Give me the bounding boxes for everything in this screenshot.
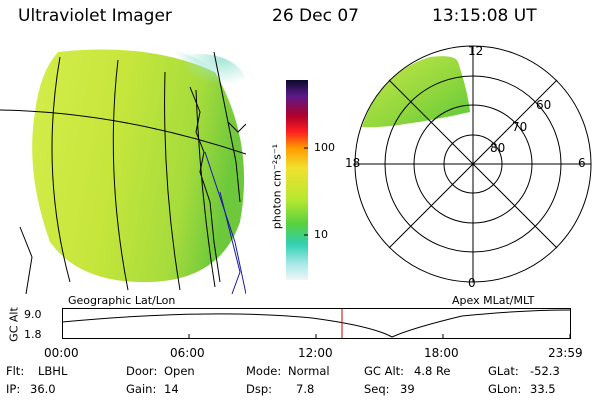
- auroral-region: [362, 56, 470, 128]
- mlt-label-12: 12: [468, 44, 484, 58]
- glon-label: GLon:: [488, 382, 522, 396]
- altitude-ylabel: GC Alt: [7, 307, 21, 342]
- date-label: 26 Dec 07: [272, 6, 359, 26]
- gcalt-value: 4.8 Re: [414, 364, 451, 378]
- flt-value: LBHL: [38, 364, 68, 378]
- mode-value: Normal: [288, 364, 330, 378]
- altitude-xtick-0000: 00:00: [44, 346, 79, 360]
- mlat-label-80: 80: [490, 141, 506, 155]
- altitude-plot: [62, 308, 571, 339]
- geographic-panel-label: Geographic Lat/Lon: [68, 294, 176, 307]
- altitude-xtick-2359: 23:59: [548, 346, 583, 360]
- mlt-label-0: 0: [468, 276, 476, 290]
- time-label: 13:15:08 UT: [432, 6, 537, 26]
- colorbar: [286, 80, 308, 280]
- ip-label: IP:: [6, 382, 21, 396]
- altitude-ytick-9: 9.0: [24, 308, 42, 321]
- colorbar-tick-10: 10: [314, 228, 328, 241]
- altitude-xtick-1200: 12:00: [298, 346, 333, 360]
- instrument-title: Ultraviolet Imager: [18, 6, 172, 26]
- glon-value: 33.5: [530, 382, 556, 396]
- altitude-xtick-0600: 06:00: [170, 346, 205, 360]
- altitude-ytick-1-8: 1.8: [24, 328, 42, 341]
- colorbar-unit-label: photon cm⁻²s⁻¹: [270, 143, 284, 230]
- door-value: Open: [164, 364, 195, 378]
- polar-plot: [354, 45, 592, 283]
- door-label: Door:: [126, 364, 158, 378]
- glat-label: GLat:: [488, 364, 519, 378]
- gain-value: 14: [164, 382, 179, 396]
- mlt-label-6: 6: [578, 156, 586, 170]
- seq-label: Seq:: [364, 382, 390, 396]
- mlt-label-18: 18: [345, 156, 361, 170]
- altitude-xtick-1800: 18:00: [424, 346, 459, 360]
- ip-value: 36.0: [30, 382, 56, 396]
- mlat-label-70: 70: [512, 120, 528, 134]
- gcalt-label: GC Alt:: [364, 364, 405, 378]
- colorbar-tick-100: 100: [314, 141, 335, 154]
- flt-label: Flt:: [6, 364, 25, 378]
- mlat-label-60: 60: [536, 98, 552, 112]
- geographic-image: [0, 46, 246, 294]
- seq-value: 39: [400, 382, 415, 396]
- dsp-label: Dsp:: [246, 382, 273, 396]
- polar-panel-label: Apex MLat/MLT: [452, 294, 535, 307]
- dsp-value: 7.8: [296, 382, 315, 396]
- mode-label: Mode:: [246, 364, 282, 378]
- glat-value: -52.3: [530, 364, 560, 378]
- gain-label: Gain:: [126, 382, 157, 396]
